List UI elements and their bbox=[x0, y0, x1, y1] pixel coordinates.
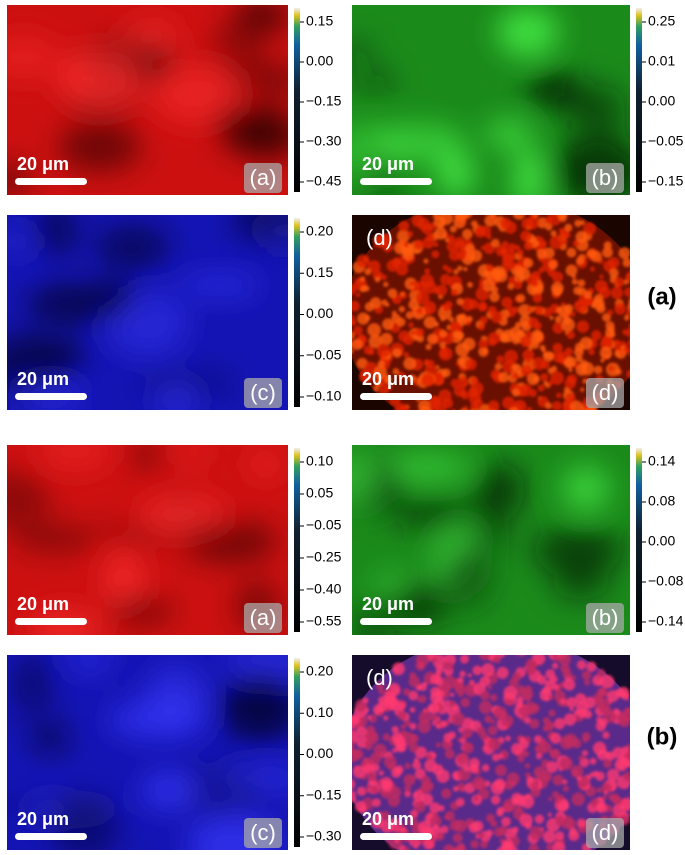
colorbar-label: −0.30 bbox=[306, 828, 342, 844]
panel-letter: (a) bbox=[250, 165, 277, 190]
colorbar-label: 0.20 bbox=[306, 663, 333, 679]
colorbar-label: 0.25 bbox=[648, 13, 675, 29]
colorbar-label: 0.10 bbox=[306, 704, 333, 720]
colorbar-label: 0.08 bbox=[648, 493, 675, 509]
colorbar-label: 0.15 bbox=[306, 13, 333, 29]
corner-letter: (d) bbox=[366, 225, 393, 250]
colorbar-label: −0.08 bbox=[648, 573, 684, 589]
scale-label: 20 μm bbox=[362, 809, 414, 829]
colorbar-label: 0.00 bbox=[648, 93, 675, 109]
panel: 20 μm (c) 0.20 0.15 0.00 −0.05 −0.10 bbox=[7, 215, 342, 410]
panel: 20 μm (c) 0.20 0.10 0.00 −0.15 −0.30 bbox=[7, 655, 342, 850]
panel: 20 μm (b) 0.25 0.01 0.00 −0.05 −0.15 bbox=[352, 5, 684, 195]
scale-bar bbox=[15, 618, 87, 625]
scale-label: 20 μm bbox=[362, 369, 414, 389]
colorbar-label: 0.00 bbox=[306, 53, 333, 69]
colorbar-label: −0.25 bbox=[306, 549, 342, 565]
scale-label: 20 μm bbox=[17, 154, 69, 174]
colorbar-label: −0.30 bbox=[306, 133, 342, 149]
colorbar-label: 0.14 bbox=[648, 453, 675, 469]
scale-label: 20 μm bbox=[362, 154, 414, 174]
colorbar bbox=[294, 658, 300, 847]
colorbar-label: 0.00 bbox=[306, 305, 333, 321]
colorbar-label: −0.15 bbox=[648, 173, 684, 189]
group-label: (b) bbox=[647, 723, 678, 750]
colorbar-label: −0.10 bbox=[306, 388, 342, 404]
scale-label: 20 μm bbox=[17, 369, 69, 389]
colorbar-label: −0.05 bbox=[306, 346, 342, 362]
colorbar-label: 0.15 bbox=[306, 264, 333, 280]
colorbar-label: 0.05 bbox=[306, 485, 333, 501]
colorbar bbox=[636, 8, 642, 192]
colorbar bbox=[294, 218, 300, 407]
letter-box bbox=[586, 378, 624, 408]
letter-box bbox=[244, 603, 282, 633]
panel-letter: (b) bbox=[592, 165, 619, 190]
colorbar-label: −0.45 bbox=[306, 173, 342, 189]
scale-bar bbox=[360, 833, 432, 840]
panel-letter: (c) bbox=[250, 380, 276, 405]
panel: 20 μm (a) 0.10 0.05 −0.05 −0.25 −0.40 −0.55 bbox=[7, 445, 342, 635]
colorbar-label: 0.00 bbox=[648, 533, 675, 549]
scale-bar bbox=[360, 393, 432, 400]
group-label: (a) bbox=[647, 283, 676, 310]
colorbar-label: −0.15 bbox=[306, 93, 342, 109]
letter-box bbox=[244, 163, 282, 193]
corner-letter: (d) bbox=[366, 665, 393, 690]
scale-label: 20 μm bbox=[362, 594, 414, 614]
colorbar-label: −0.05 bbox=[648, 133, 684, 149]
letter-box bbox=[586, 818, 624, 848]
colorbar bbox=[636, 448, 642, 632]
colorbar-label: −0.14 bbox=[648, 613, 684, 629]
scale-bar bbox=[360, 618, 432, 625]
panel-letter: (d) bbox=[592, 380, 619, 405]
colorbar-label: −0.15 bbox=[306, 786, 342, 802]
scale-bar bbox=[15, 393, 87, 400]
colorbar-label: −0.05 bbox=[306, 517, 342, 533]
panel: (d) 20 μm (d) bbox=[352, 655, 630, 850]
colorbar-label: 0.01 bbox=[648, 53, 675, 69]
letter-box bbox=[586, 163, 624, 193]
panel-letter: (b) bbox=[592, 605, 619, 630]
colorbar-label: 0.00 bbox=[306, 745, 333, 761]
colorbar-label: 0.20 bbox=[306, 223, 333, 239]
colorbar bbox=[294, 448, 300, 632]
scale-bar bbox=[360, 178, 432, 185]
panel-letter: (d) bbox=[592, 820, 619, 845]
panel-letter: (c) bbox=[250, 820, 276, 845]
scale-bar bbox=[15, 833, 87, 840]
panel: (d) 20 μm (d) bbox=[352, 215, 630, 410]
colorbar bbox=[294, 8, 300, 192]
scale-bar bbox=[15, 178, 87, 185]
scale-label: 20 μm bbox=[17, 809, 69, 829]
letter-box bbox=[244, 818, 282, 848]
panel-letter: (a) bbox=[250, 605, 277, 630]
letter-box bbox=[586, 603, 624, 633]
panel: 20 μm (b) 0.14 0.08 0.00 −0.08 −0.14 bbox=[352, 445, 684, 635]
colorbar-label: −0.40 bbox=[306, 581, 342, 597]
colorbar-label: 0.10 bbox=[306, 453, 333, 469]
panel: 20 μm (a) 0.15 0.00 −0.15 −0.30 −0.45 bbox=[7, 5, 342, 195]
scale-label: 20 μm bbox=[17, 594, 69, 614]
colorbar-label: −0.55 bbox=[306, 613, 342, 629]
letter-box bbox=[244, 378, 282, 408]
